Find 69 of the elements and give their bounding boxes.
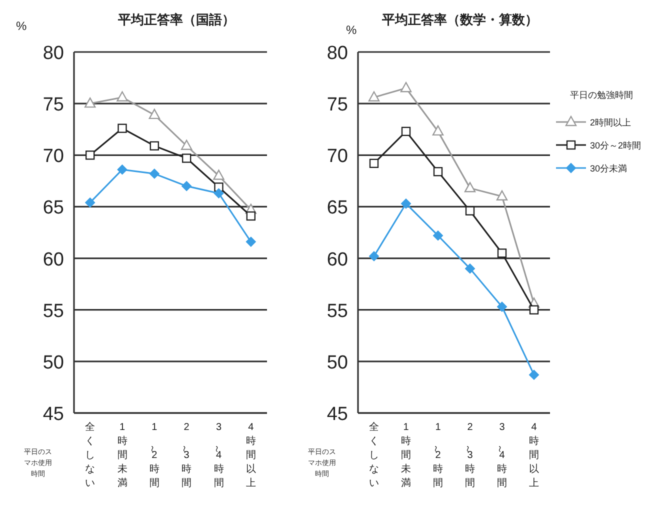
- x-tick-label: 2～3時間: [178, 422, 192, 489]
- y-tick-label: 65: [42, 198, 64, 219]
- point: [496, 190, 508, 200]
- point: [401, 126, 411, 136]
- point: [400, 82, 412, 92]
- point: [116, 91, 128, 102]
- y-tick-label: 75: [326, 94, 348, 116]
- point: [529, 370, 539, 380]
- point: [180, 140, 192, 150]
- point: [246, 211, 256, 221]
- y-axis-title: %: [346, 23, 357, 37]
- point: [182, 154, 192, 163]
- y-tick-label: 45: [42, 404, 64, 425]
- point: [401, 198, 411, 209]
- y-tick-label: 60: [42, 249, 64, 270]
- x-tick-label: 1時間未満: [401, 422, 411, 489]
- x-tick-label: 1～2時間: [146, 422, 160, 489]
- point: [149, 168, 160, 179]
- x-tick-label: 4時間以上: [246, 422, 256, 489]
- y-tick-label: 60: [326, 249, 348, 270]
- point: [182, 181, 192, 192]
- y-tick-label: 50: [326, 352, 348, 374]
- x-tick-label: 2～3時間: [462, 422, 475, 489]
- point: [148, 108, 160, 120]
- y-tick-label: 55: [42, 300, 64, 322]
- point: [369, 158, 379, 168]
- point: [246, 236, 256, 247]
- point: [213, 170, 224, 180]
- legend-label: 30分未満: [590, 164, 628, 174]
- x-tick-label: 3～4時間: [494, 422, 507, 489]
- y-tick-label: 80: [42, 43, 64, 64]
- point: [150, 141, 160, 150]
- x-tick-label: 1時間未満: [117, 422, 128, 489]
- point: [529, 305, 539, 314]
- x-tick-label: 1～2時間: [430, 422, 443, 489]
- y-tick-label: 45: [326, 404, 348, 425]
- point: [497, 248, 507, 258]
- y-tick-label: 70: [42, 146, 64, 168]
- point: [433, 230, 443, 241]
- y-tick-label: 70: [326, 146, 348, 168]
- point: [368, 91, 380, 102]
- y-tick-label: 50: [42, 352, 64, 374]
- x-tick-label: 3～4時間: [210, 422, 224, 489]
- point: [369, 251, 379, 262]
- legend-label: 30分～2時間: [590, 140, 642, 150]
- point: [118, 124, 127, 133]
- point: [214, 188, 224, 198]
- legend-label: 2時間以上: [590, 118, 632, 128]
- point: [497, 302, 507, 312]
- point: [432, 125, 444, 136]
- point: [433, 167, 443, 176]
- legend-title: 平日の勉強時間: [570, 90, 633, 100]
- y-tick-label: 80: [326, 43, 348, 64]
- point: [85, 150, 95, 160]
- y-tick-label: 65: [326, 198, 348, 219]
- chart-title: 平均正答率（数学・算数）: [381, 12, 538, 27]
- y-tick-label: 55: [326, 300, 348, 322]
- x-tick-label: 全くしない: [369, 421, 379, 489]
- chart-title: 平均正答率（国語）: [117, 12, 235, 27]
- point: [117, 164, 128, 175]
- x-tick-label: 全くしない: [85, 421, 96, 489]
- point: [464, 182, 476, 192]
- point: [465, 206, 475, 216]
- y-axis-title: %: [16, 19, 27, 33]
- x-tick-label: 4時間以上: [529, 422, 539, 489]
- point: [465, 264, 475, 274]
- point: [84, 97, 96, 108]
- point: [85, 198, 96, 208]
- y-tick-label: 75: [42, 94, 64, 116]
